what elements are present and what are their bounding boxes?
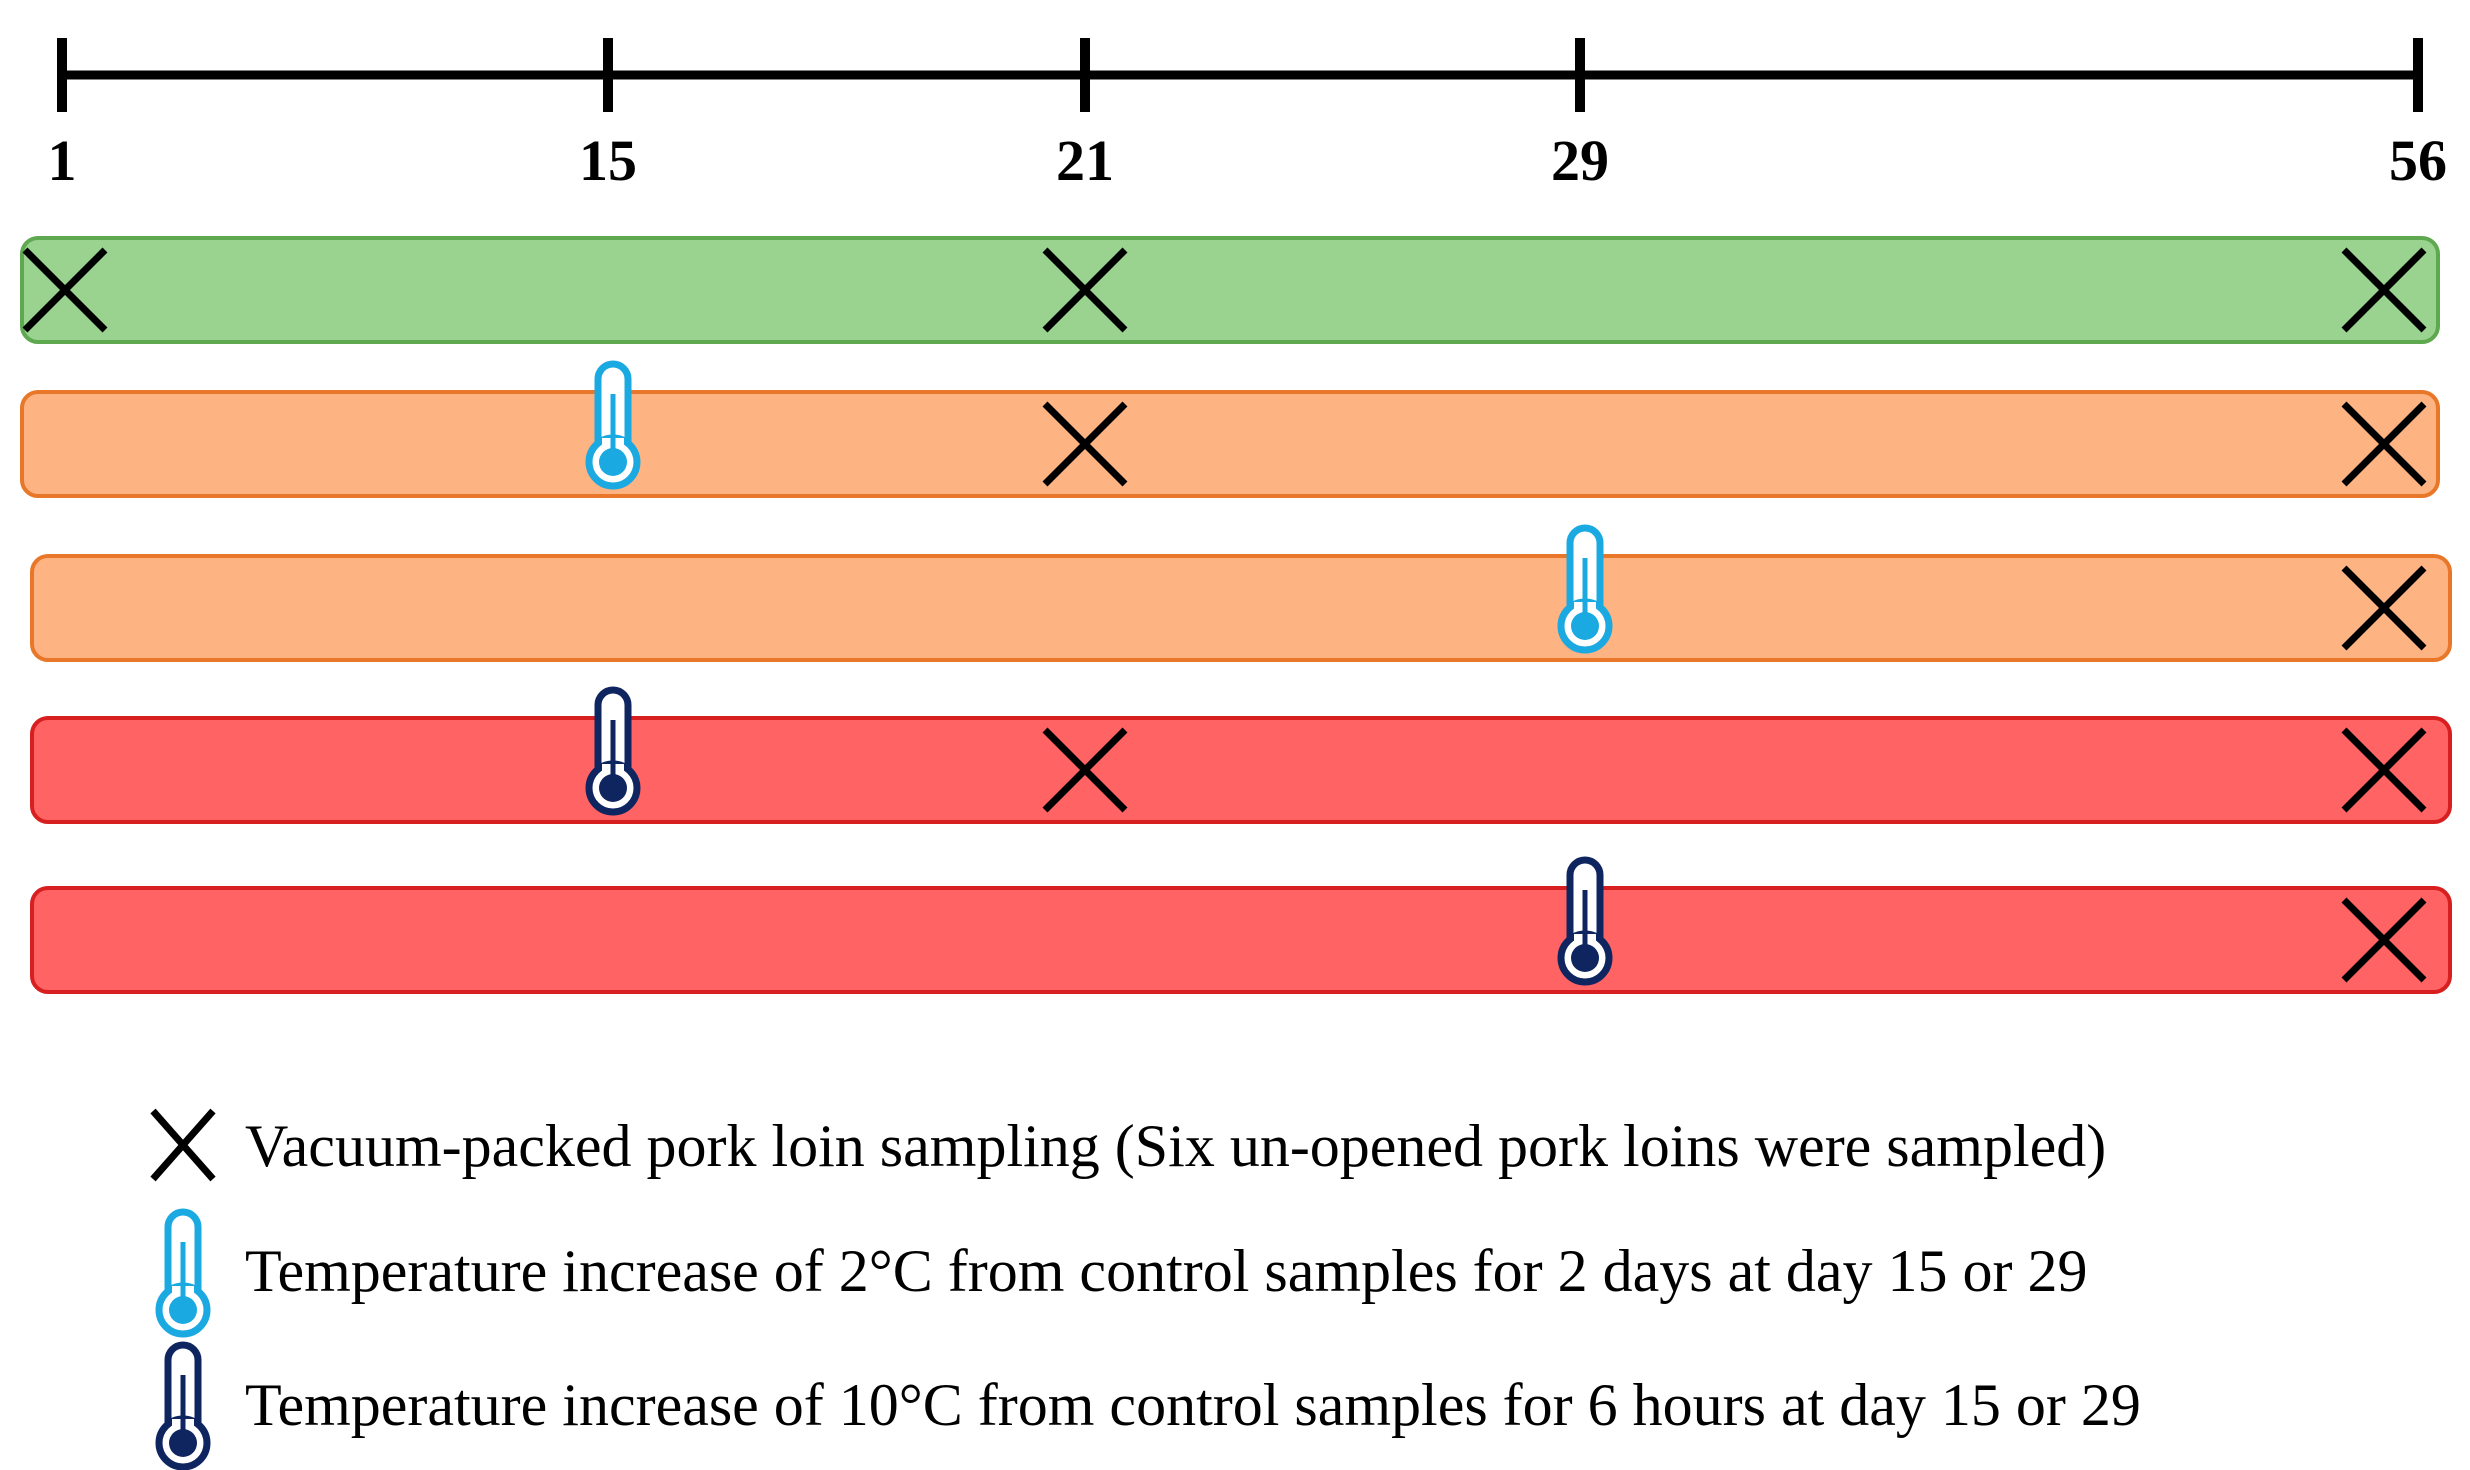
thermometer-dark-blue-icon bbox=[1557, 856, 1613, 986]
tick-label-1: 1 bbox=[48, 128, 77, 193]
timeline-axis: 1 15 21 29 56 bbox=[48, 38, 2448, 193]
legend-temp-10c-item: Temperature increase of 10°C from contro… bbox=[155, 1341, 2141, 1470]
row-plus-2c-day29 bbox=[30, 524, 2452, 662]
thermometer-dark-blue-icon bbox=[155, 1341, 211, 1470]
legend-sample-text: Vacuum-packed pork loin sampling (Six un… bbox=[245, 1113, 2106, 1179]
row-bar bbox=[20, 236, 2440, 344]
legend-sample-item: Vacuum-packed pork loin sampling (Six un… bbox=[150, 1108, 2106, 1182]
row-bar bbox=[20, 390, 2440, 498]
row-bar bbox=[30, 886, 2452, 994]
x-mark-icon bbox=[150, 1108, 216, 1182]
thermometer-light-blue-icon bbox=[155, 1208, 211, 1338]
legend-temp-2c-item: Temperature increase of 2°C from control… bbox=[155, 1208, 2088, 1338]
tick-label-21: 21 bbox=[1056, 128, 1114, 193]
timeline-tick-labels: 1 15 21 29 56 bbox=[48, 128, 2448, 193]
legend: Vacuum-packed pork loin sampling (Six un… bbox=[150, 1108, 2141, 1470]
row-bar bbox=[30, 554, 2452, 662]
x-mark-icon bbox=[1042, 401, 1128, 487]
x-mark-icon bbox=[2341, 897, 2427, 983]
row-plus-2c-day15 bbox=[20, 360, 2440, 498]
thermometer-dark-blue-icon bbox=[585, 686, 641, 816]
x-mark-icon bbox=[1042, 247, 1128, 333]
x-mark-icon bbox=[2341, 565, 2427, 651]
timeline-ticks bbox=[57, 38, 2423, 112]
tick-label-56: 56 bbox=[2389, 128, 2447, 193]
thermometer-light-blue-icon bbox=[585, 360, 641, 490]
row-control bbox=[20, 236, 2440, 344]
row-plus-10c-day29 bbox=[30, 856, 2452, 994]
x-mark-icon bbox=[2341, 727, 2427, 813]
tick-label-15: 15 bbox=[579, 128, 637, 193]
x-mark-icon bbox=[2341, 247, 2427, 333]
x-mark-icon bbox=[22, 247, 108, 333]
thermometer-light-blue-icon bbox=[1557, 524, 1613, 654]
treatment-rows bbox=[20, 236, 2452, 994]
legend-temp-10c-text: Temperature increase of 10°C from contro… bbox=[245, 1372, 2141, 1438]
tick-label-29: 29 bbox=[1551, 128, 1609, 193]
x-mark-icon bbox=[2341, 401, 2427, 487]
x-mark-icon bbox=[1042, 727, 1128, 813]
row-plus-10c-day15 bbox=[30, 686, 2452, 824]
row-bar bbox=[30, 716, 2452, 824]
legend-temp-2c-text: Temperature increase of 2°C from control… bbox=[245, 1238, 2088, 1304]
